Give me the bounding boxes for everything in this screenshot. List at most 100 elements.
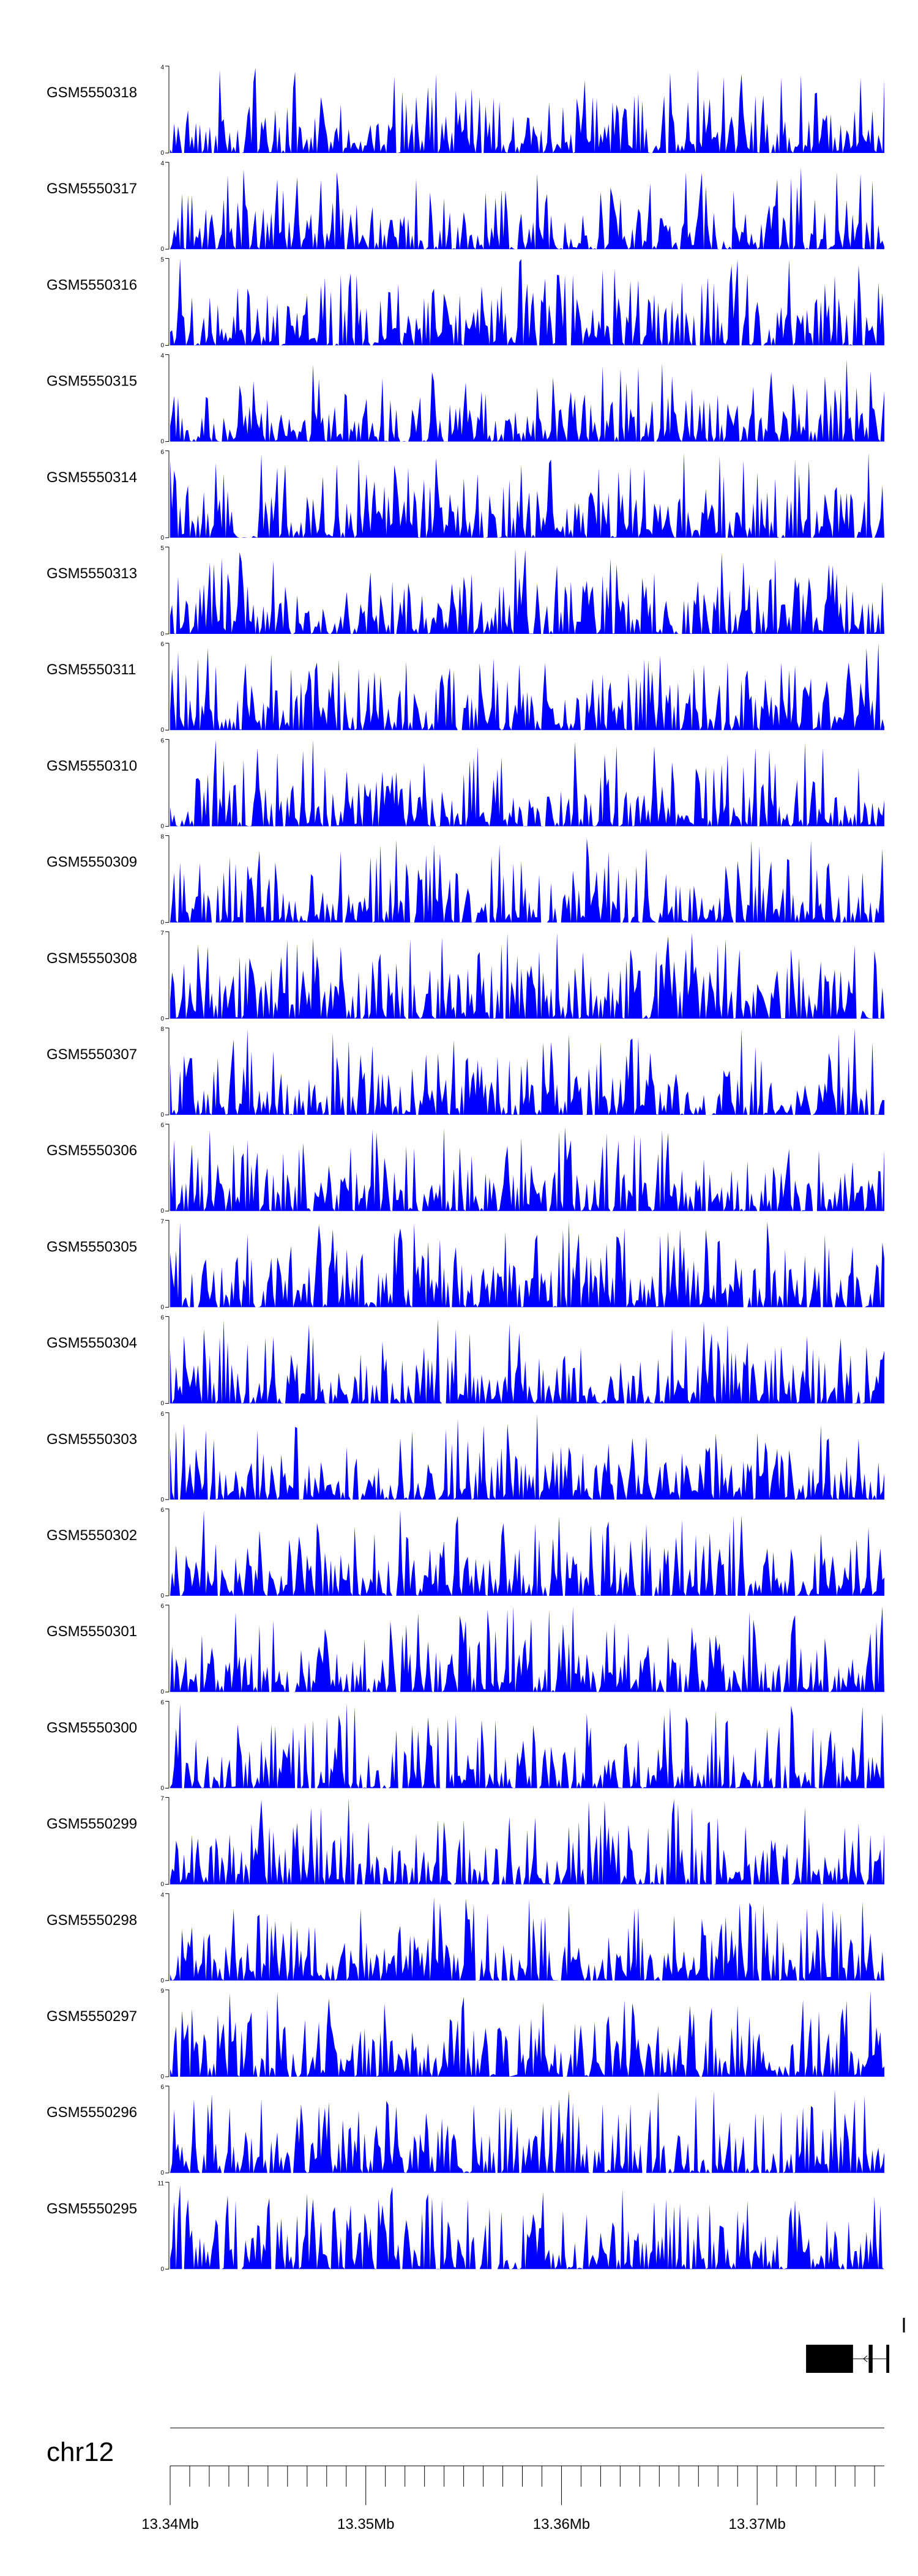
coverage-track: GSM5550313 5 0 bbox=[47, 545, 884, 638]
y-min-label: 0 bbox=[160, 1304, 164, 1311]
axis-tick-label: 13.34Mb bbox=[141, 2516, 198, 2533]
gene-track bbox=[806, 2318, 905, 2373]
coverage-track: GSM5550315 4 0 bbox=[47, 353, 884, 445]
y-max-label: 6 bbox=[160, 2084, 164, 2091]
y-max-label: 8 bbox=[160, 1026, 164, 1033]
tracks-layer: GSM555031840GSM555031740GSM555031650GSM5… bbox=[47, 64, 884, 2273]
track-label: GSM5550306 bbox=[47, 1142, 137, 1159]
coverage-track: GSM5550317 4 0 bbox=[47, 160, 884, 253]
coverage-track: GSM5550318 4 0 bbox=[47, 64, 884, 157]
y-max-label: 8 bbox=[160, 834, 164, 841]
y-max-label: 9 bbox=[160, 1988, 164, 1995]
y-min-label: 0 bbox=[160, 246, 164, 253]
y-min-label: 0 bbox=[160, 150, 164, 157]
y-min-label: 0 bbox=[160, 1497, 164, 1503]
y-min-label: 0 bbox=[160, 920, 164, 926]
axis-tick-label: 13.37Mb bbox=[728, 2516, 785, 2533]
y-max-label: 11 bbox=[158, 2180, 165, 2187]
coverage-track: GSM5550295 11 0 bbox=[47, 2180, 884, 2273]
gene-exon bbox=[868, 2345, 873, 2373]
y-max-label: 6 bbox=[160, 1603, 164, 1610]
y-min-label: 0 bbox=[160, 1112, 164, 1119]
track-label: GSM5550309 bbox=[47, 854, 137, 871]
y-min-label: 0 bbox=[160, 1785, 164, 1792]
y-max-label: 6 bbox=[160, 641, 164, 648]
track-label: GSM5550303 bbox=[47, 1431, 137, 1448]
genome-axis: 13.34Mb 13.35Mb 13.36Mb 13.37Mb bbox=[141, 2465, 884, 2533]
coverage-track: GSM5550309 8 0 bbox=[47, 834, 884, 926]
y-max-label: 6 bbox=[160, 1411, 164, 1418]
gene-exon bbox=[806, 2345, 853, 2373]
coverage-track: GSM5550308 7 0 bbox=[47, 930, 884, 1022]
coverage-area bbox=[170, 2089, 884, 2173]
y-min-label: 0 bbox=[160, 727, 164, 734]
coverage-area bbox=[170, 1606, 884, 1692]
track-label: GSM5550302 bbox=[47, 1527, 137, 1544]
y-min-label: 0 bbox=[160, 1208, 164, 1215]
track-label: GSM5550301 bbox=[47, 1623, 137, 1640]
y-min-label: 0 bbox=[160, 1882, 164, 1888]
y-max-label: 5 bbox=[160, 256, 164, 263]
coverage-track: GSM5550306 6 0 bbox=[47, 1122, 884, 1215]
track-label: GSM5550315 bbox=[47, 373, 137, 390]
coverage-track: GSM5550316 5 0 bbox=[47, 256, 884, 349]
track-label: GSM5550297 bbox=[47, 2008, 137, 2025]
coverage-track: GSM5550300 6 0 bbox=[47, 1699, 884, 1792]
gene-exon bbox=[886, 2345, 889, 2373]
y-min-label: 0 bbox=[160, 2074, 164, 2080]
y-min-label: 0 bbox=[160, 439, 164, 445]
track-label: GSM5550295 bbox=[47, 2200, 137, 2217]
coverage-track: GSM5550297 9 0 bbox=[47, 1988, 884, 2080]
y-min-label: 0 bbox=[160, 1593, 164, 1599]
coverage-track: GSM5550298 4 0 bbox=[47, 1892, 884, 1984]
y-max-label: 6 bbox=[160, 1507, 164, 1514]
track-label: GSM5550305 bbox=[47, 1238, 137, 1255]
coverage-track: GSM5550296 6 0 bbox=[47, 2084, 884, 2176]
coverage-track: GSM5550303 6 0 bbox=[47, 1411, 884, 1503]
coverage-area bbox=[170, 1413, 884, 1500]
coverage-area bbox=[170, 258, 884, 346]
track-label: GSM5550307 bbox=[47, 1046, 137, 1063]
coverage-area bbox=[170, 2186, 884, 2269]
coverage-area bbox=[170, 1990, 884, 2077]
track-label: GSM5550317 bbox=[47, 181, 137, 197]
y-min-label: 0 bbox=[160, 535, 164, 542]
y-max-label: 6 bbox=[160, 1699, 164, 1706]
coverage-track: GSM5550305 7 0 bbox=[47, 1218, 884, 1311]
coverage-area bbox=[170, 359, 884, 442]
coverage-area bbox=[170, 740, 884, 827]
y-min-label: 0 bbox=[160, 1401, 164, 1407]
track-label: GSM5550316 bbox=[47, 277, 137, 293]
coverage-area bbox=[170, 1897, 884, 1981]
y-min-label: 0 bbox=[160, 1689, 164, 1696]
y-max-label: 4 bbox=[160, 64, 164, 71]
y-min-label: 0 bbox=[160, 823, 164, 830]
coverage-track: GSM5550314 6 0 bbox=[47, 449, 884, 542]
y-max-label: 4 bbox=[160, 1892, 164, 1899]
coverage-area bbox=[170, 1220, 884, 1308]
y-max-label: 4 bbox=[160, 160, 164, 167]
strand-arrow-icon bbox=[863, 2355, 868, 2362]
coverage-area bbox=[170, 838, 884, 923]
y-max-label: 6 bbox=[160, 449, 164, 456]
track-label: GSM5550298 bbox=[47, 1912, 137, 1929]
coverage-area bbox=[170, 643, 884, 731]
y-max-label: 6 bbox=[160, 737, 164, 744]
coverage-area bbox=[170, 1798, 884, 1885]
axis-tick-label: 13.36Mb bbox=[533, 2516, 590, 2533]
y-max-label: 7 bbox=[160, 1796, 164, 1803]
coverage-track: GSM5550311 6 0 bbox=[47, 641, 884, 734]
coverage-area bbox=[170, 1509, 884, 1596]
y-min-label: 0 bbox=[160, 1016, 164, 1022]
track-label: GSM5550296 bbox=[47, 2104, 137, 2121]
coverage-area bbox=[170, 1028, 884, 1115]
coverage-area bbox=[170, 932, 884, 1019]
coverage-area bbox=[170, 1319, 884, 1404]
coverage-track: GSM5550302 6 0 bbox=[47, 1507, 884, 1599]
coverage-area bbox=[170, 167, 884, 250]
track-label: GSM5550311 bbox=[47, 661, 136, 678]
axis-tick-label: 13.35Mb bbox=[337, 2516, 394, 2533]
coverage-area bbox=[170, 548, 884, 634]
